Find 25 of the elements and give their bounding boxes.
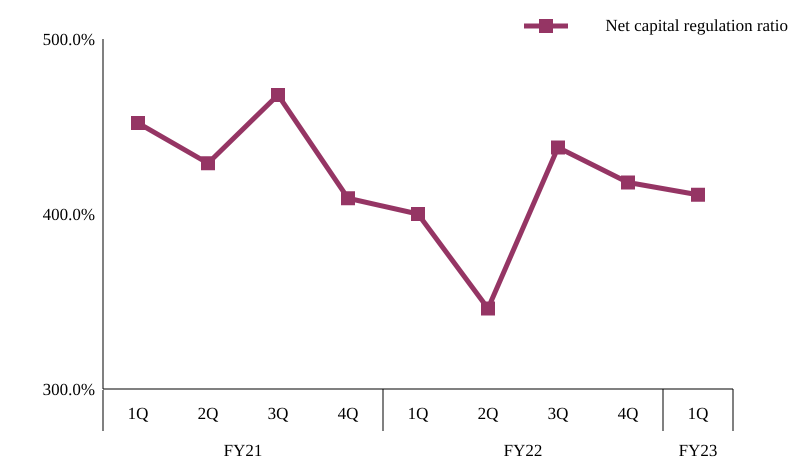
point [621, 176, 635, 190]
point [411, 207, 425, 221]
text: FY23 [678, 441, 718, 457]
y-tick-label: 300.0% [42, 380, 95, 400]
y-tick-label: 400.0% [42, 205, 95, 224]
text: FY21 [224, 441, 262, 457]
x-tick-label: 3Q [548, 404, 568, 424]
x-tick-label: 2Q [198, 404, 218, 424]
y-tick-label: 500.0% [42, 30, 95, 50]
x-tick-label: 3Q [268, 404, 288, 424]
x-tick-label: 1Q [688, 404, 708, 424]
x-tick-label: 1Q [408, 404, 428, 424]
point [481, 302, 495, 316]
x-tick-label: 4Q [338, 404, 358, 424]
point [341, 191, 355, 206]
point [691, 188, 705, 202]
x-tick-label: 4Q [618, 404, 638, 424]
point [201, 156, 215, 170]
point [551, 140, 565, 154]
x-tick-label: 1Q [128, 404, 148, 424]
x-tick-label: 2Q [478, 404, 498, 424]
point [131, 116, 145, 130]
point [271, 88, 285, 102]
text: FY22 [504, 441, 542, 457]
legend-label: Net capital regulation ratio [605, 16, 788, 36]
